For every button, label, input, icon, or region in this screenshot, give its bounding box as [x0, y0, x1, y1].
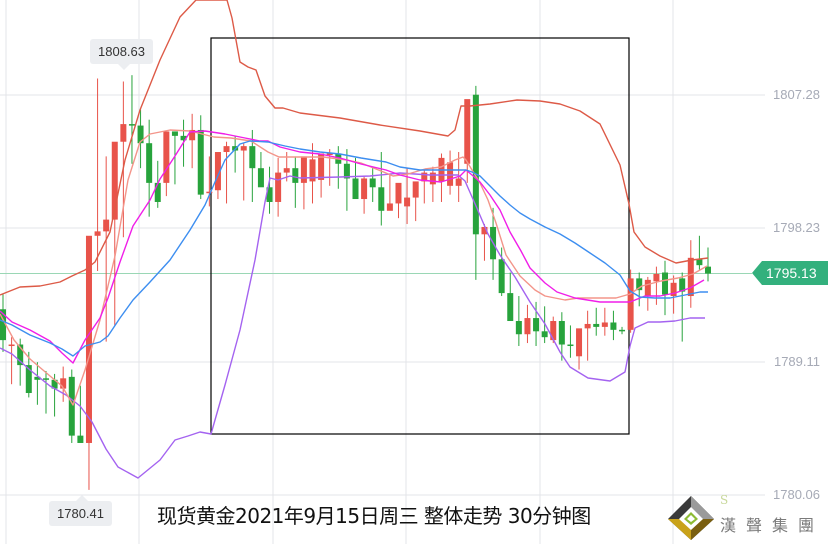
candle-body: [524, 318, 531, 335]
candle-body: [34, 376, 41, 380]
candle-body: [627, 278, 634, 330]
candle-body: [318, 153, 325, 180]
candle-body: [60, 378, 67, 389]
candle-body: [292, 168, 299, 183]
candle-body: [120, 124, 127, 142]
candle-body: [705, 266, 711, 274]
candle-body: [386, 203, 393, 211]
candle-body: [687, 257, 694, 297]
candle-body: [404, 197, 411, 207]
ma-mid-line: [0, 130, 705, 364]
candle-body: [515, 321, 522, 335]
candle-body: [68, 376, 75, 436]
candle-body: [541, 331, 548, 338]
candle-body: [395, 182, 402, 204]
candle-body: [283, 168, 290, 173]
candle-body: [576, 328, 583, 357]
candle-body: [17, 344, 24, 366]
candle-body: [507, 293, 514, 322]
candle-body: [653, 273, 660, 282]
last-price-tag: 1795.13: [752, 261, 828, 285]
candle-body: [146, 143, 153, 183]
candle-body: [447, 162, 454, 186]
candle-body: [180, 135, 187, 141]
candle-body: [8, 344, 15, 347]
high-price-callout: 1808.63: [90, 39, 153, 70]
bb-lower-line: [0, 172, 705, 479]
candle-body: [111, 141, 118, 220]
candle-body: [77, 435, 84, 443]
candle-body: [223, 146, 230, 153]
candle-body: [533, 318, 540, 332]
candle-body: [249, 146, 256, 169]
candle-body: [464, 99, 471, 164]
candle-body: [593, 323, 600, 327]
bb-upper-line: [0, 0, 709, 296]
candle-body: [275, 172, 282, 202]
candle-body: [472, 94, 479, 235]
candle-body: [189, 129, 196, 141]
candle-body: [309, 159, 316, 182]
candle-body: [352, 178, 359, 200]
highlight-box: [210, 37, 630, 435]
candle-body: [361, 178, 368, 200]
candle-body: [266, 187, 273, 202]
candle-body: [171, 131, 178, 136]
candle-body: [455, 178, 462, 186]
candle-body: [0, 309, 6, 341]
candle-body: [619, 329, 626, 332]
candle-body: [567, 344, 574, 347]
candle-body: [662, 272, 669, 295]
candle-body: [257, 168, 264, 188]
candle-body: [214, 152, 221, 191]
candle-body: [51, 379, 58, 389]
candle-body: [601, 322, 608, 327]
candle-body: [679, 278, 686, 292]
candle-body: [326, 153, 333, 155]
diamond-logo-icon: [668, 496, 714, 540]
y-axis-label: 1798.23: [773, 220, 820, 235]
candle-body: [610, 322, 617, 330]
candle-body: [378, 187, 385, 211]
candle-body: [481, 226, 488, 235]
candle-body: [197, 129, 204, 195]
company-logo: S 漢聲集團: [664, 492, 824, 542]
candle-body: [644, 279, 651, 297]
low-price-callout: 1780.41: [49, 495, 112, 526]
candle-body: [636, 278, 643, 291]
candle-body: [154, 182, 161, 202]
candle-body: [421, 172, 428, 182]
candle-body: [137, 125, 144, 144]
ma-slow-line: [0, 140, 708, 357]
candle-body: [412, 181, 419, 198]
candle-body: [240, 146, 247, 151]
candle-body: [128, 124, 135, 126]
candle-body: [343, 163, 350, 179]
logo-text: 漢聲集團: [720, 516, 825, 535]
candle-body: [94, 231, 101, 236]
candle-body: [498, 259, 505, 294]
candle-body: [300, 156, 307, 183]
y-axis-label: 1807.28: [773, 87, 820, 102]
candle-body: [25, 365, 32, 394]
candle-body: [584, 323, 591, 329]
candle-body: [429, 172, 436, 185]
chart-caption: 现货黄金2021年9月15日周三 整体走势 30分钟图: [157, 504, 591, 528]
candle-body: [85, 235, 92, 443]
candle-body: [206, 191, 213, 194]
candle-body: [42, 378, 49, 380]
candle-body: [369, 178, 376, 188]
candle-body: [558, 321, 565, 345]
candle-body: [550, 321, 557, 341]
candle-body: [696, 259, 703, 266]
candle-body: [670, 282, 677, 297]
y-axis-label: 1789.11: [773, 354, 820, 369]
y-axis-label: 1780.06: [773, 487, 820, 502]
candle-body: [163, 131, 170, 183]
candle-body: [103, 219, 110, 232]
logo-s-mark: S: [720, 493, 729, 507]
